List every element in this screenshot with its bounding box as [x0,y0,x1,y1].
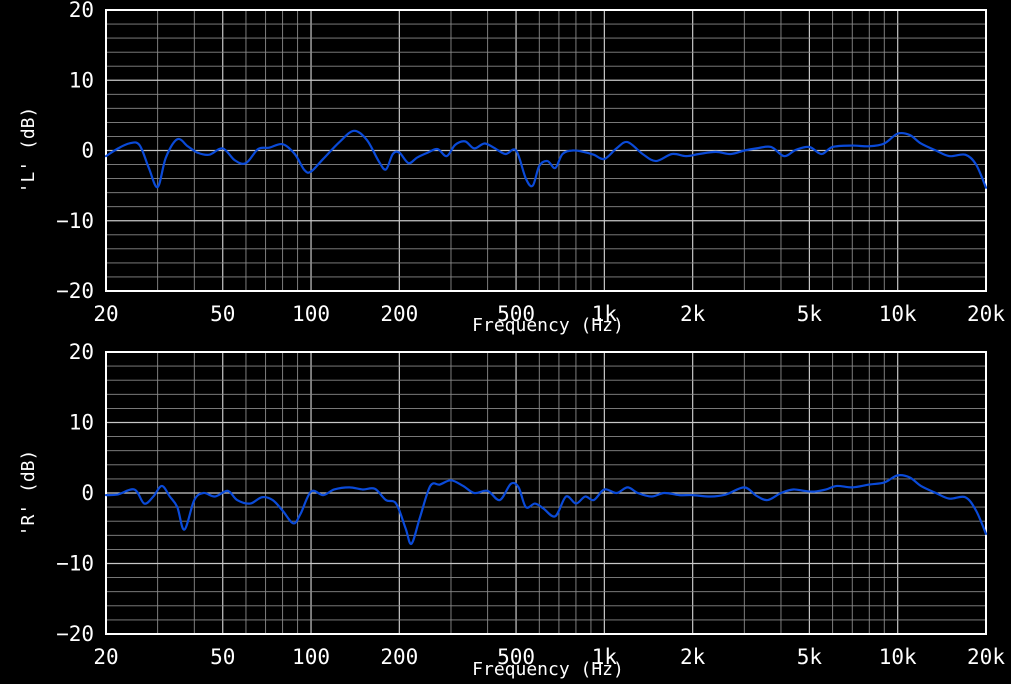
y-tick-label: 10 [69,411,94,435]
x-tick-label: 500 [497,302,535,326]
x-axis-title: Frequency (Hz) [472,659,624,680]
plot-grid [106,352,986,634]
plot-grid [106,10,986,291]
x-tick-label: 20 [93,302,118,326]
x-tick-label: 1k [592,645,618,669]
tick-labels: 20 50 100 200 500 1k 2k 5k 10k 20k −20 −10 0 10 20 [56,0,1005,326]
y-tick-label: 20 [69,0,94,22]
y-tick-label: 10 [69,68,94,92]
y-tick-label: −20 [56,279,94,303]
x-tick-label: 20k [967,302,1005,326]
x-tick-label: 50 [210,645,235,669]
plot-border [105,351,987,635]
x-tick-label: 5k [797,302,823,326]
y-tick-label: 0 [81,481,94,505]
y-tick-label: −20 [56,622,94,646]
right-channel-plot: 20 50 100 200 500 1k 2k 5k 10k 20k −20 −10 0 10 20 Fre… [18,340,1005,680]
y-axis-title: 'R' (dB) [18,450,39,537]
x-tick-label: 50 [210,302,235,326]
y-axis-title: 'L' (dB) [18,107,39,194]
x-tick-label: 100 [292,645,330,669]
response-line [104,129,988,189]
x-tick-label: 2k [680,645,706,669]
y-tick-label: −10 [56,552,94,576]
y-tick-label: 0 [81,139,94,163]
response-line [104,474,988,545]
left-channel-plot: 20 50 100 200 500 1k 2k 5k 10k 20k −20 −10 0 10 20 Fre… [18,0,1005,336]
x-axis-title: Frequency (Hz) [472,315,624,336]
response-trace-layer [104,129,988,189]
y-tick-label: −10 [56,209,94,233]
x-tick-label: 500 [497,645,535,669]
x-tick-label: 10k [879,645,917,669]
y-tick-label: 20 [69,340,94,364]
x-tick-label: 20 [93,645,118,669]
x-tick-label: 20k [967,645,1005,669]
x-tick-label: 200 [380,302,418,326]
plot-border [105,9,987,292]
x-tick-label: 5k [797,645,823,669]
plot-frame [105,351,987,635]
plot-frame [105,9,987,292]
tick-labels: 20 50 100 200 500 1k 2k 5k 10k 20k −20 −10 0 10 20 [56,340,1005,669]
response-trace-layer [104,474,988,545]
x-tick-label: 10k [879,302,917,326]
x-tick-label: 100 [292,302,330,326]
x-tick-label: 2k [680,302,706,326]
x-tick-label: 200 [380,645,418,669]
x-tick-label: 1k [592,302,618,326]
